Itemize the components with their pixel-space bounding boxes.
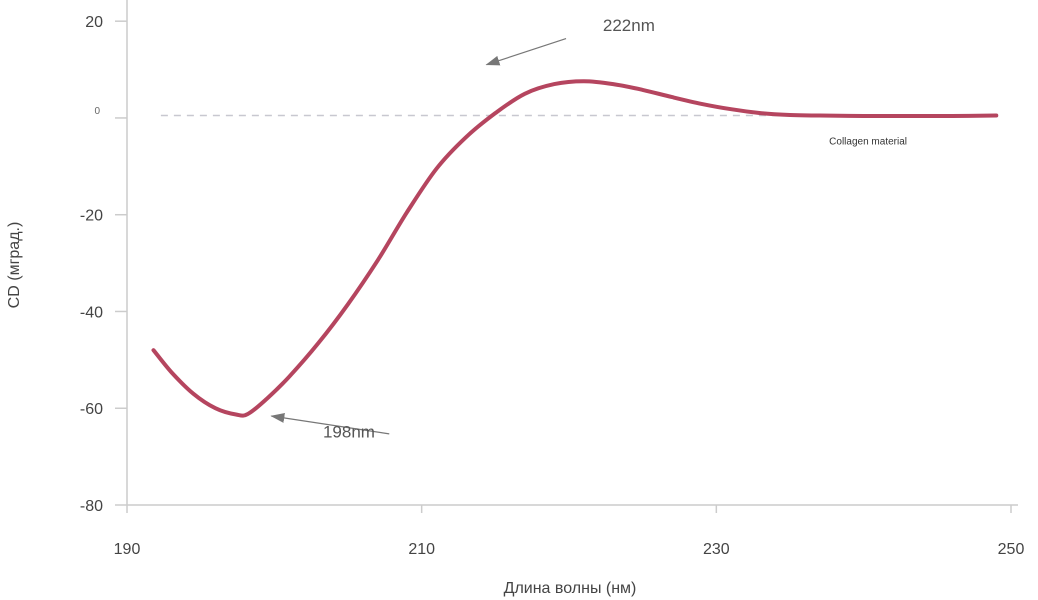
series-line [151, 79, 999, 418]
y-tick-label: -20 [80, 208, 103, 225]
series-label: Collagen material [829, 137, 907, 148]
series-layer: Collagen material [151, 79, 999, 418]
annotation-arrow [485, 38, 567, 66]
annotation-arrow [270, 412, 390, 435]
annotation-label: 222nm [603, 16, 655, 35]
x-tick-label: 190 [114, 541, 141, 558]
y-axis-title: CD (мград.) [6, 222, 23, 309]
x-tick-label: 250 [998, 541, 1025, 558]
axes: 190 210 230 250 20 0 -20 -40 -60 -80 [80, 0, 1025, 558]
y-tick-label: -40 [80, 304, 103, 321]
x-axis-title: Длина волны (нм) [504, 580, 637, 597]
y-tick-label: -80 [80, 498, 103, 515]
y-tick-label: -60 [80, 401, 103, 418]
annotations: 222nm 198nm [270, 16, 655, 441]
x-tick-label: 210 [408, 541, 435, 558]
y-tick-label: 0 [94, 106, 100, 117]
annotation-label: 198nm [323, 422, 375, 441]
x-tick-label: 230 [703, 541, 730, 558]
y-tick-label: 20 [85, 14, 103, 31]
